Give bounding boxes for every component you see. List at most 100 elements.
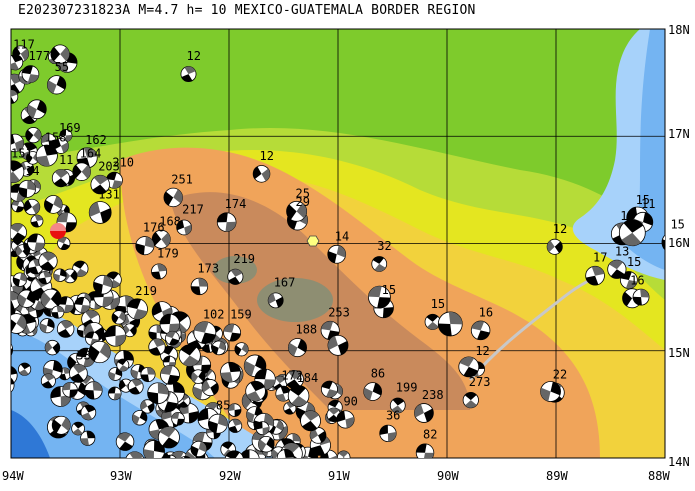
focal-mechanism <box>190 440 207 458</box>
caribbean-ocean <box>625 29 665 270</box>
magnitude-label: 14 <box>335 229 349 243</box>
focal-mechanism <box>51 169 71 188</box>
main-event-focal-mechanism <box>50 223 66 239</box>
focal-mechanism <box>18 362 32 376</box>
focal-mechanism <box>371 256 388 272</box>
magnitude-label: 169 <box>59 121 81 135</box>
focal-mechanism <box>227 268 244 285</box>
focal-mechanism-layer <box>11 44 665 458</box>
focal-mechanism <box>80 430 96 446</box>
axis-labels: 18N 17N 16N 15N 14N 94W 93W 92W 91W 90W … <box>2 23 690 483</box>
magnitude-label: 167 <box>274 275 296 289</box>
focal-mechanism <box>51 305 65 319</box>
focal-mechanism <box>190 369 206 384</box>
magnitude-label: 158 <box>45 131 67 145</box>
magnitude-label: 151 <box>11 147 33 161</box>
focal-mechanism <box>368 285 391 309</box>
focal-mechanism <box>389 397 406 414</box>
lon-label: 92W <box>219 469 241 483</box>
magnitude-label: 36 <box>386 408 400 422</box>
focal-mechanism <box>207 413 228 434</box>
magnitude-label: 86 <box>371 367 385 381</box>
focal-mechanism <box>180 66 197 83</box>
focal-mechanism <box>104 325 127 347</box>
focal-mechanism <box>424 313 441 330</box>
focal-mechanism <box>148 338 166 356</box>
focal-mechanism <box>379 424 397 443</box>
focal-mechanism <box>88 340 111 364</box>
focal-mechanism <box>255 421 270 436</box>
focal-mechanism <box>320 380 338 398</box>
pacific-deep <box>11 410 50 458</box>
focal-mechanism <box>224 450 244 458</box>
focal-mechanism <box>336 410 355 429</box>
focal-mechanism <box>415 443 435 458</box>
focal-mechanism <box>135 236 155 256</box>
focal-mechanism <box>107 386 122 401</box>
focal-mechanism <box>245 380 266 402</box>
magnitude-label: 15 <box>382 283 396 297</box>
focal-mechanism <box>227 403 242 417</box>
focal-mechanism <box>234 342 249 357</box>
magnitude-label: 273 <box>469 375 491 389</box>
focal-mechanism <box>201 379 219 397</box>
magnitude-label: 14 <box>25 164 39 178</box>
focal-mechanism <box>287 385 310 407</box>
focal-mechanism <box>258 435 275 453</box>
magnitude-label: 33 <box>76 348 90 362</box>
focal-mechanism <box>111 310 126 325</box>
focal-mechanism <box>607 259 627 279</box>
focal-mechanism <box>11 365 18 385</box>
magnitude-label: 219 <box>233 252 255 266</box>
magnitude-label: 173 <box>197 261 219 275</box>
focal-mechanism <box>632 288 650 306</box>
focal-mechanism <box>80 404 97 421</box>
magnitude-label: 251 <box>171 172 193 186</box>
focal-mechanism <box>27 99 47 120</box>
lon-label: 94W <box>2 469 24 483</box>
magnitude-label: 17 <box>593 251 607 265</box>
focal-mechanism <box>44 339 61 356</box>
focal-mechanism <box>56 320 75 338</box>
focal-mechanism <box>190 277 209 296</box>
magnitude-label: 85 <box>216 399 230 413</box>
focal-mechanism <box>11 313 27 334</box>
focal-mechanism <box>661 234 665 251</box>
magnitude-label: 253 <box>328 305 350 319</box>
focal-mechanism <box>287 338 307 358</box>
lon-label: 90W <box>437 469 459 483</box>
magnitude-label: 15 <box>636 193 650 207</box>
magnitude-label: 15 <box>670 217 684 231</box>
magnitude-label: 164 <box>80 147 102 161</box>
focal-mechanism <box>223 323 242 342</box>
magnitude-label: 199 <box>396 381 418 395</box>
focal-mechanism <box>414 403 434 423</box>
focal-mechanism <box>286 200 307 222</box>
focal-mechanism <box>618 219 646 247</box>
focal-mechanism <box>178 344 201 367</box>
lon-label: 93W <box>110 469 132 483</box>
focal-mechanism <box>275 385 292 402</box>
focal-mechanism <box>11 343 14 357</box>
focal-mechanism <box>40 288 62 310</box>
magnitude-label: 176 <box>143 221 165 235</box>
focal-mechanism <box>44 195 63 214</box>
focal-mechanism <box>157 426 180 449</box>
magnitude-label: 217 <box>182 202 204 216</box>
focal-mechanism <box>276 449 295 458</box>
focal-mechanism <box>320 320 340 341</box>
focal-mechanism <box>267 292 284 309</box>
lat-label: 14N <box>668 455 690 469</box>
focal-mechanism <box>38 251 58 271</box>
magnitude-label: 12 <box>260 149 274 163</box>
lon-label: 88W <box>648 469 670 483</box>
focal-mechanism <box>462 392 479 409</box>
focal-mechanism <box>18 179 37 198</box>
magnitude-label: 203 <box>98 160 120 174</box>
focal-mechanism <box>126 298 148 320</box>
lat-label: 15N <box>668 346 690 360</box>
focal-mechanism <box>327 334 349 356</box>
magnitude-label: 11 <box>59 153 73 167</box>
focal-mechanism <box>151 263 168 280</box>
focal-mechanism <box>30 214 44 228</box>
